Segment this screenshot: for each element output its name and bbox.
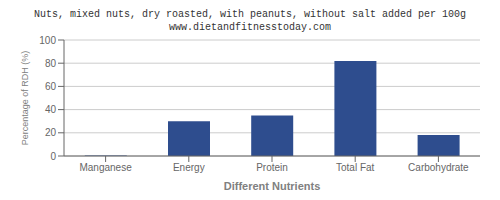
- svg-text:80: 80: [45, 58, 57, 69]
- svg-text:60: 60: [45, 81, 57, 92]
- svg-text:Energy: Energy: [173, 162, 205, 173]
- svg-text:40: 40: [45, 104, 57, 115]
- html-text:www.dietandfitnesstoday.com: www.dietandfitnesstoday.com: [169, 22, 331, 33]
- svg-text:0: 0: [50, 151, 56, 162]
- html-text:Nuts, mixed nuts, dry roasted,: Nuts, mixed nuts, dry roasted, with pean…: [34, 9, 466, 20]
- svg-text:20: 20: [45, 127, 57, 138]
- svg-text:Manganese: Manganese: [79, 162, 132, 173]
- svg-text:Protein: Protein: [256, 162, 288, 173]
- svg-text:Different Nutrients: Different Nutrients: [224, 180, 321, 190]
- svg-text:100: 100: [39, 35, 56, 46]
- svg-text:Percentage of RDH (%): Percentage of RDH (%): [20, 51, 30, 146]
- svg-text:Carbohydrate: Carbohydrate: [408, 162, 469, 173]
- svg-text:Total Fat: Total Fat: [336, 162, 375, 173]
